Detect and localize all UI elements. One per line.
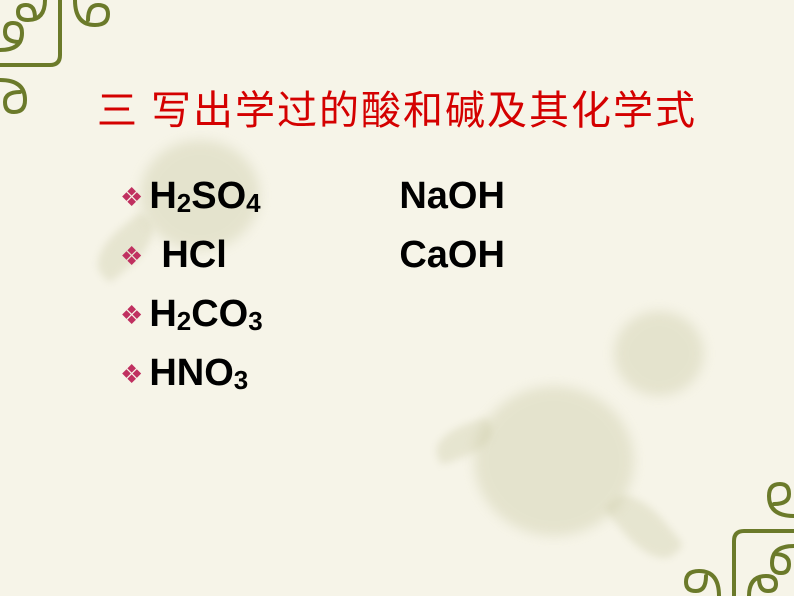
slide-title: 三 写出学过的酸和碱及其化学式	[0, 78, 794, 136]
formula-col2: CaOH	[399, 234, 505, 277]
formula-list: ❖H2SO4NaOH❖HClCaOH❖H2CO3❖HNO3	[120, 175, 505, 411]
bullet-icon: ❖	[120, 243, 143, 269]
bullet-icon: ❖	[120, 184, 143, 210]
formula-col1: H2SO4	[149, 175, 399, 218]
leaf-shadow	[604, 484, 685, 570]
floral-shadow	[614, 311, 704, 396]
bullet-icon: ❖	[120, 302, 143, 328]
formula-row: ❖H2CO3	[120, 293, 505, 336]
formula-col1: HCl	[149, 234, 399, 277]
formula-col2: NaOH	[399, 175, 505, 218]
formula-row: ❖H2SO4NaOH	[120, 175, 505, 218]
corner-ornament-bottom-right	[674, 476, 794, 596]
formula-col1: HNO3	[149, 352, 399, 395]
formula-col1: H2CO3	[149, 293, 399, 336]
bullet-icon: ❖	[120, 361, 143, 387]
formula-row: ❖HNO3	[120, 352, 505, 395]
formula-row: ❖HClCaOH	[120, 234, 505, 277]
